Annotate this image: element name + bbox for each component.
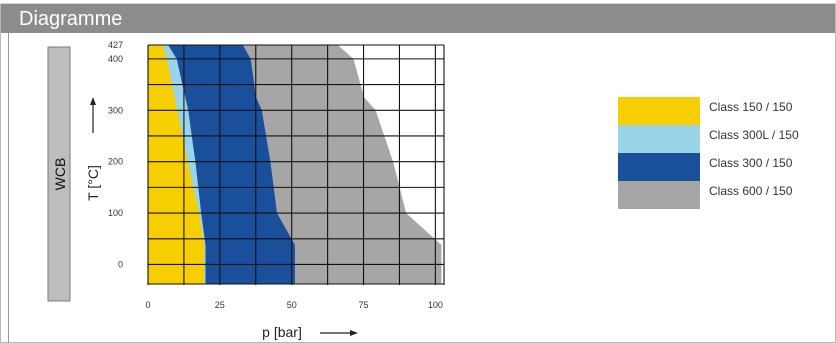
y-tick-label-5: 427 xyxy=(108,40,123,50)
x-axis-label: p [bar] xyxy=(262,324,302,340)
legend: Class 150 / 150 Class 300L / 150 Class 300… xyxy=(618,97,799,209)
x-axis-arrow-head xyxy=(350,330,358,336)
legend-swatch-3 xyxy=(618,181,700,209)
y-tick-label-4: 400 xyxy=(108,54,123,64)
plot-area xyxy=(148,45,441,284)
legend-swatch-2 xyxy=(618,153,700,181)
material-label: WCB xyxy=(52,158,68,191)
x-tick-labels: 0 25 50 75 100 xyxy=(145,300,442,310)
y-axis-arrow-head xyxy=(90,97,96,105)
legend-label-2: Class 300 / 150 xyxy=(709,156,793,170)
panel-title: Diagramme xyxy=(19,6,122,32)
x-tick-label-4: 100 xyxy=(428,300,443,310)
legend-label-0: Class 150 / 150 xyxy=(709,100,793,114)
y-tick-label-1: 100 xyxy=(108,208,123,218)
x-tick-label-0: 0 xyxy=(145,300,150,310)
y-axis-label: T [°C] xyxy=(85,165,101,201)
x-axis-title: p [bar] xyxy=(262,324,358,340)
y-tick-label-3: 300 xyxy=(108,105,123,115)
legend-label-3: Class 600 / 150 xyxy=(709,184,793,198)
panel-header: Diagramme xyxy=(1,4,835,33)
legend-swatch-0 xyxy=(618,97,700,125)
x-tick-label-1: 25 xyxy=(215,300,225,310)
y-axis-title: T [°C] xyxy=(85,97,101,201)
y-tick-label-2: 200 xyxy=(108,157,123,167)
pressure-temperature-chart: WCB T [°C] 0 100 200 300 400 427 0 25 50 75 100 p… xyxy=(0,33,836,343)
y-tick-labels: 0 100 200 300 400 427 xyxy=(108,40,123,270)
x-tick-label-2: 50 xyxy=(287,300,297,310)
y-tick-label-0: 0 xyxy=(118,260,123,270)
x-tick-label-3: 75 xyxy=(358,300,368,310)
legend-label-1: Class 300L / 150 xyxy=(709,128,799,142)
legend-swatch-1 xyxy=(618,125,700,153)
